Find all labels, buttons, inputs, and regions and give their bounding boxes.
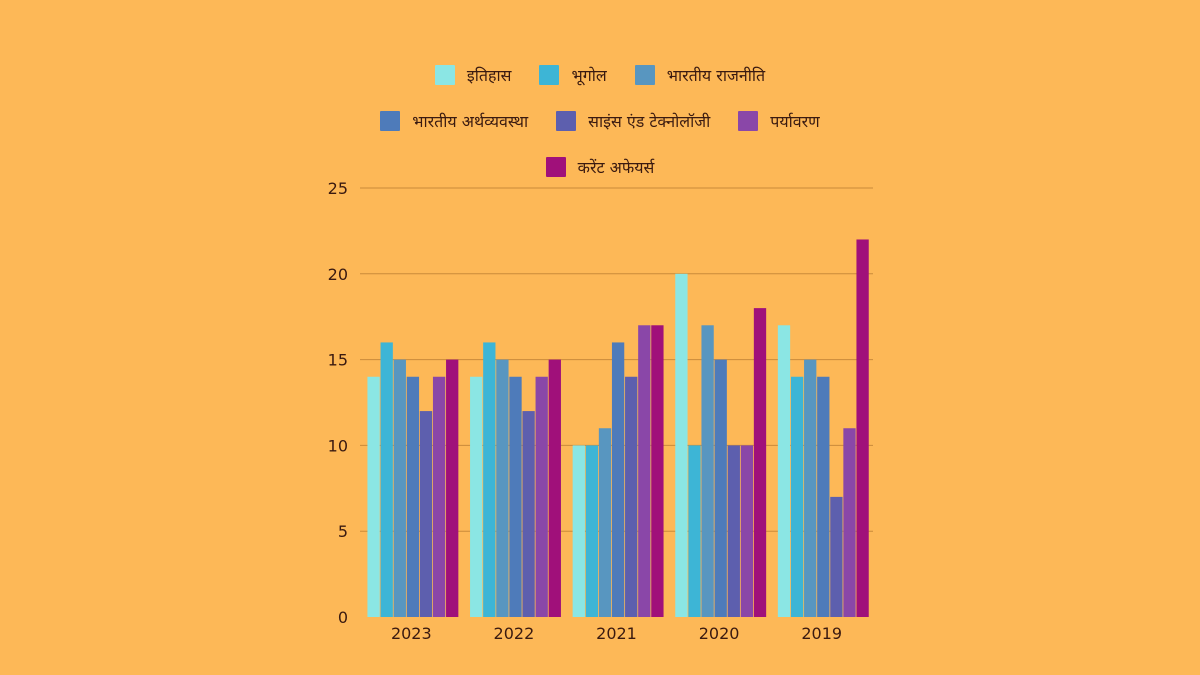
bar[interactable] xyxy=(446,359,459,617)
bar[interactable] xyxy=(611,342,625,617)
bar[interactable] xyxy=(804,359,817,617)
legend-swatch xyxy=(634,65,655,85)
y-tick-label: 15 xyxy=(328,351,348,370)
bar[interactable] xyxy=(572,445,585,617)
legend-item-paryavaran[interactable]: पर्यावरण xyxy=(738,110,820,132)
bar[interactable] xyxy=(419,411,433,617)
legend-swatch xyxy=(380,111,401,131)
legend-row-1: इतिहास भूगोल भारतीय राजनीति xyxy=(421,52,779,98)
legend-label: पर्यावरण xyxy=(770,112,820,131)
bar[interactable] xyxy=(496,359,509,617)
bar[interactable] xyxy=(727,445,740,617)
bars xyxy=(367,239,869,618)
legend-item-science-tech[interactable]: साइंस एंड टेक्नोलॉजी xyxy=(556,110,710,132)
legend-swatch xyxy=(539,65,560,85)
bar[interactable] xyxy=(817,376,830,617)
bar[interactable] xyxy=(367,376,380,617)
bar[interactable] xyxy=(753,308,767,617)
bar[interactable] xyxy=(406,376,420,617)
bar[interactable] xyxy=(790,376,804,617)
bar[interactable] xyxy=(483,342,496,617)
legend-item-rajniti[interactable]: भारतीय राजनीति xyxy=(634,64,766,86)
bar[interactable] xyxy=(598,428,612,617)
legend-item-arthvyavastha[interactable]: भारतीय अर्थव्यवस्था xyxy=(380,110,528,132)
bar[interactable] xyxy=(856,239,869,618)
bar[interactable] xyxy=(393,359,406,617)
x-axis: 2023 2022 2021 2020 2019 xyxy=(391,624,842,643)
legend-row-2: भारतीय अर्थव्यवस्था साइंस एंड टेक्नोलॉजी… xyxy=(366,98,834,144)
legend-label: भूगोल xyxy=(571,66,607,85)
bar[interactable] xyxy=(535,376,548,617)
x-tick-label: 2020 xyxy=(699,624,740,643)
bar[interactable] xyxy=(843,428,856,617)
bar[interactable] xyxy=(522,411,535,617)
bar[interactable] xyxy=(675,273,688,617)
legend-label: साइंस एंड टेक्नोलॉजी xyxy=(588,112,711,131)
y-tick-label: 25 xyxy=(328,179,348,198)
bar[interactable] xyxy=(432,376,446,617)
bar[interactable] xyxy=(740,445,754,617)
x-tick-label: 2023 xyxy=(391,624,432,643)
bar[interactable] xyxy=(701,325,714,617)
bar[interactable] xyxy=(380,342,393,617)
bar[interactable] xyxy=(714,359,727,617)
bar[interactable] xyxy=(688,445,701,617)
legend-swatch xyxy=(545,157,566,177)
chart-legend: इतिहास भूगोल भारतीय राजनीति भारतीय अर्थव… xyxy=(0,52,1200,190)
y-tick-label: 0 xyxy=(338,608,348,627)
legend-swatch xyxy=(434,65,455,85)
bar[interactable] xyxy=(509,376,522,617)
legend-item-current-affairs[interactable]: करेंट अफेयर्स xyxy=(545,156,655,178)
legend-swatch xyxy=(556,111,577,131)
legend-label: इतिहास xyxy=(466,66,512,85)
y-tick-label: 5 xyxy=(338,522,348,541)
y-tick-label: 20 xyxy=(328,265,348,284)
legend-label: करेंट अफेयर्स xyxy=(577,158,655,177)
bar[interactable] xyxy=(651,325,664,617)
bar[interactable] xyxy=(625,376,638,617)
legend-row-3: करेंट अफेयर्स xyxy=(532,144,669,190)
x-tick-label: 2021 xyxy=(596,624,637,643)
legend-swatch xyxy=(738,111,759,131)
bar[interactable] xyxy=(585,445,599,617)
x-tick-label: 2019 xyxy=(801,624,842,643)
legend-item-bhugol[interactable]: भूगोल xyxy=(539,64,607,86)
legend-label: भारतीय राजनीति xyxy=(666,66,766,85)
legend-item-itihas[interactable]: इतिहास xyxy=(434,64,512,86)
bar[interactable] xyxy=(470,376,483,617)
bar[interactable] xyxy=(638,325,651,617)
y-axis: 0 5 10 15 20 25 xyxy=(328,179,348,627)
legend-label: भारतीय अर्थव्यवस्था xyxy=(412,112,529,131)
bar[interactable] xyxy=(777,325,791,617)
bar[interactable] xyxy=(548,359,561,617)
y-tick-label: 10 xyxy=(328,436,348,455)
x-tick-label: 2022 xyxy=(494,624,535,643)
bar[interactable] xyxy=(830,496,843,617)
